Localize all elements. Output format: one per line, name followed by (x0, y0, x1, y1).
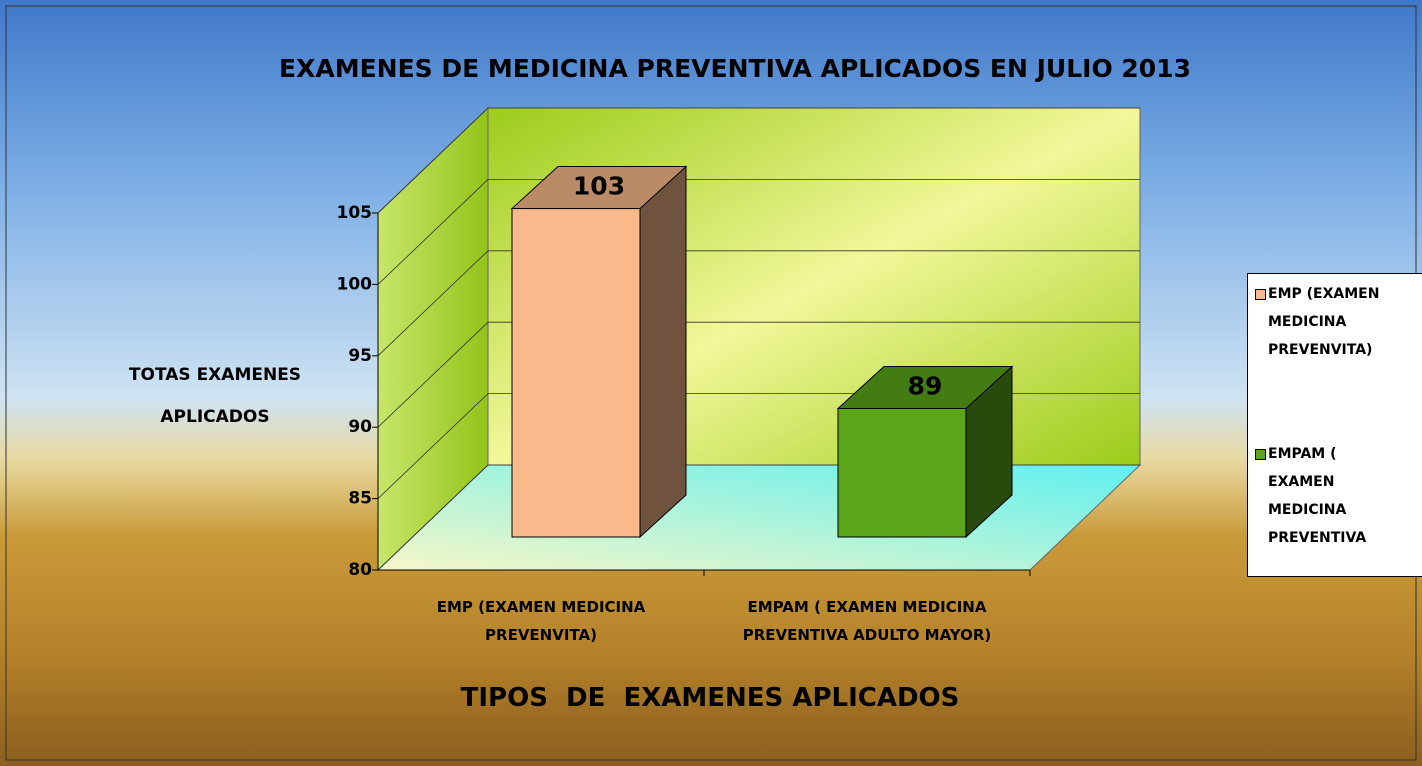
y-tick-label: 105 (337, 203, 373, 223)
bar-side (639, 165, 687, 539)
y-tick-label: 80 (348, 560, 372, 580)
legend-label: EMPAM ( EXAMEN MEDICINA PREVENTIVA (1268, 446, 1367, 546)
bar (511, 208, 641, 538)
legend-swatch (1255, 289, 1266, 300)
grid-line (377, 321, 1140, 428)
x-axis-label: TIPOS DE EXAMENES APLICADOS (460, 683, 960, 713)
bar (837, 407, 967, 538)
x-tick-label: EMP (EXAMEN MEDICINA PREVENVITA) (436, 598, 646, 644)
grid-line (377, 178, 1140, 285)
legend-swatch (1255, 449, 1266, 460)
y-tick-label: 85 (348, 489, 372, 509)
legend-label: EMP (EXAMEN MEDICINA PREVENVITA) (1268, 286, 1380, 358)
x-tick-label: EMPAM ( EXAMEN MEDICINA PREVENTIVA ADULT… (742, 598, 992, 644)
value-label: 103 (573, 172, 625, 201)
y-tick-label: 90 (348, 417, 372, 437)
value-label: 89 (908, 371, 943, 400)
y-tick-label: 95 (348, 346, 372, 366)
grid-line (377, 250, 1140, 357)
floor (376, 464, 1142, 571)
y-tick-label: 100 (337, 274, 373, 294)
grid-line (377, 107, 1140, 214)
chart-title: EXAMENES DE MEDICINA PREVENTIVA APLICADO… (279, 54, 1191, 83)
legend (1247, 273, 1422, 577)
y-axis-label: TOTAS EXAMENES APLICADOS (128, 365, 302, 427)
